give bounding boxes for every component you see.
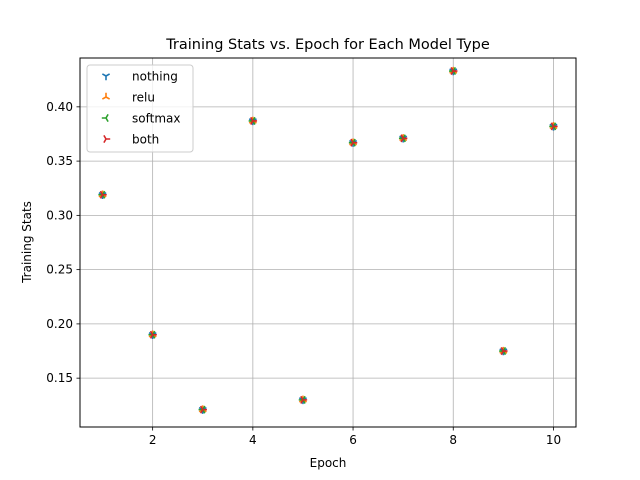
legend: nothing relu softmax both xyxy=(86,64,194,153)
grid xyxy=(80,58,576,427)
x-tick-label: 4 xyxy=(249,433,257,447)
legend-marker-both xyxy=(103,134,111,144)
x-tick-label: 2 xyxy=(149,433,157,447)
y-tick-label: 0.15 xyxy=(46,371,73,385)
x-tick-label: 6 xyxy=(349,433,357,447)
legend-label-nothing: nothing xyxy=(132,70,178,84)
data-point-both xyxy=(350,138,358,147)
data-point-both xyxy=(149,330,157,339)
y-tick-label: 0.25 xyxy=(46,263,73,277)
axis-ticks: 2 4 6 8 10 0.15 0.20 0.25 0.30 0.35 0.40 xyxy=(46,100,561,447)
legend-frame xyxy=(86,64,194,153)
legend-label-both: both xyxy=(132,133,159,147)
data-points xyxy=(98,66,558,414)
y-axis-title: Training Stats xyxy=(20,201,34,284)
data-point-both xyxy=(500,346,508,356)
legend-marker-softmax xyxy=(101,113,109,123)
legend-label-softmax: softmax xyxy=(132,112,180,126)
data-point-both xyxy=(400,134,408,143)
x-tick-label: 10 xyxy=(546,433,561,447)
data-point-both xyxy=(550,122,558,131)
data-point-both xyxy=(99,190,107,199)
y-tick-label: 0.20 xyxy=(46,317,73,331)
data-point-both xyxy=(450,66,458,76)
data-point-both xyxy=(250,116,258,125)
chart-title: Training Stats vs. Epoch for Each Model … xyxy=(165,37,490,53)
x-axis-title: Epoch xyxy=(310,456,347,470)
x-tick-label: 8 xyxy=(449,433,457,447)
y-tick-label: 0.40 xyxy=(46,100,73,114)
legend-marker-nothing xyxy=(101,73,111,81)
plot-frame xyxy=(79,57,577,428)
legend-label-relu: relu xyxy=(132,91,155,105)
data-point-both xyxy=(300,395,308,404)
y-tick-label: 0.35 xyxy=(46,154,73,168)
y-tick-label: 0.30 xyxy=(46,208,73,222)
legend-marker-relu xyxy=(101,92,111,100)
data-point-both xyxy=(199,405,207,414)
